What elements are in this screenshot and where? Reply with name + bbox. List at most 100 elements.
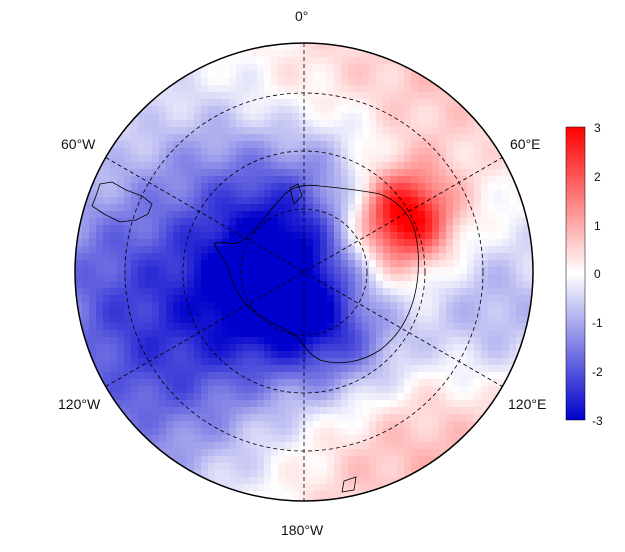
field-cell [327,456,335,464]
field-cell [313,295,321,303]
field-cell [257,225,265,233]
field-cell [124,309,132,317]
field-cell [243,442,251,450]
field-cell [320,309,328,317]
field-cell [103,365,111,373]
field-cell [404,379,412,387]
field-cell [187,71,195,79]
field-cell [271,428,279,436]
field-cell [96,176,104,184]
field-cell [348,456,356,464]
field-cell [285,127,293,135]
field-cell [453,204,461,212]
field-cell [229,295,237,303]
field-cell [334,232,342,240]
field-cell [194,218,202,226]
field-cell [474,379,482,387]
field-cell [236,281,244,289]
field-cell [299,288,307,296]
field-cell [243,302,251,310]
field-cell [369,372,377,380]
field-cell [96,267,104,275]
field-cell [285,344,293,352]
field-cell [313,218,321,226]
field-cell [180,323,188,331]
field-cell [243,288,251,296]
field-cell [411,393,419,401]
field-cell [89,372,97,380]
field-cell [250,225,258,233]
field-cell [243,435,251,443]
field-cell [264,477,272,485]
field-cell [264,197,272,205]
field-cell [362,148,370,156]
field-cell [404,190,412,198]
field-cell [243,176,251,184]
field-cell [306,92,314,100]
field-cell [75,246,83,254]
field-cell [390,470,398,478]
field-cell [145,372,153,380]
field-cell [355,106,363,114]
field-cell [404,120,412,128]
field-cell [425,113,433,121]
field-cell [439,113,447,121]
field-cell [348,127,356,135]
field-cell [152,351,160,359]
field-cell [222,470,230,478]
field-cell [327,302,335,310]
field-cell [173,281,181,289]
field-cell [320,365,328,373]
field-cell [355,414,363,422]
field-cell [341,428,349,436]
field-cell [180,372,188,380]
field-cell [180,365,188,373]
field-cell [110,323,118,331]
field-cell [467,344,475,352]
field-cell [376,386,384,394]
field-cell [229,379,237,387]
field-cell [460,323,468,331]
field-cell [418,253,426,261]
field-cell [159,246,167,254]
field-cell [236,99,244,107]
field-cell [355,225,363,233]
field-cell [327,323,335,331]
field-cell [502,386,510,394]
field-cell [194,400,202,408]
field-cell [327,428,335,436]
field-cell [502,239,510,247]
field-cell [257,281,265,289]
field-cell [369,239,377,247]
field-cell [390,64,398,72]
field-cell [229,211,237,219]
field-cell [327,71,335,79]
field-cell [446,393,454,401]
field-cell [187,302,195,310]
field-cell [460,365,468,373]
field-cell [432,351,440,359]
field-cell [187,176,195,184]
field-cell [341,351,349,359]
field-cell [250,407,258,415]
field-cell [453,288,461,296]
field-cell [341,99,349,107]
field-cell [208,162,216,170]
field-cell [467,379,475,387]
field-cell [404,253,412,261]
field-cell [215,155,223,163]
field-cell [502,274,510,282]
field-cell [152,197,160,205]
field-cell [313,449,321,457]
field-cell [180,295,188,303]
field-cell [474,267,482,275]
field-cell [131,246,139,254]
field-cell [313,92,321,100]
field-cell [418,183,426,191]
field-cell [369,57,377,65]
field-cell [369,379,377,387]
field-cell [306,330,314,338]
field-cell [502,344,510,352]
field-cell [432,379,440,387]
field-cell [166,99,174,107]
